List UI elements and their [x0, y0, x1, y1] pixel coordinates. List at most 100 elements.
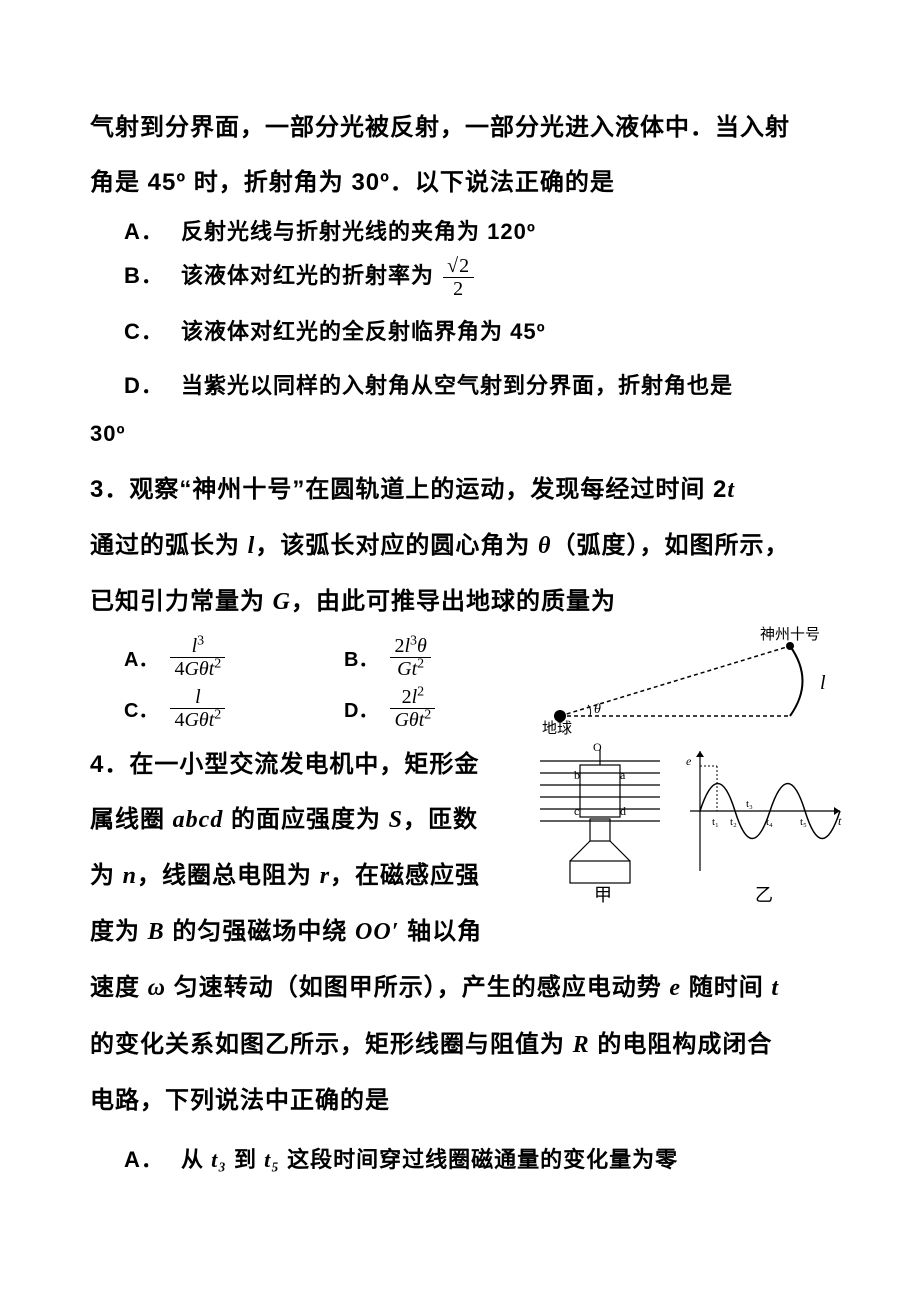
- q3-b-num: 2l3θ: [390, 635, 430, 658]
- q3-c-den: 4Gθt2: [170, 709, 225, 731]
- q4-t5: t₅: [800, 816, 807, 828]
- q4-t2: t₂: [730, 816, 737, 828]
- q4-o-label: O: [593, 741, 602, 754]
- q3-stem: 3．观察“神州十号”在圆轨道上的运动，发现每经过时间 2t 通过的弧长为 l，该…: [90, 462, 830, 631]
- q3-d-den: Gθt2: [390, 709, 435, 731]
- q3-diagram: 地球 l 神州十号 θ: [530, 621, 850, 741]
- q4-t-axis: t: [838, 814, 842, 828]
- q3-label-c: C．: [124, 694, 158, 723]
- q4-a-t5: t₅: [264, 1147, 280, 1172]
- q3-t: t: [727, 477, 735, 503]
- q4-a-a: 从: [181, 1147, 211, 1172]
- q4-stem-full: 速度 ω 匀速转动（如图甲所示），产生的感应电动势 e 随时间 t 的变化关系如…: [90, 960, 830, 1128]
- q4-t4: t₄: [766, 816, 773, 828]
- q4-s4c: 轴以角: [399, 918, 482, 945]
- q2-b-den: 2: [443, 278, 474, 300]
- q4-a-c: 这段时间穿过线圈磁通量的变化量为零: [280, 1147, 678, 1172]
- intro-line1: 气射到分界面，一部分光被反射，一部分光进入液体中．当入射: [90, 114, 790, 141]
- intro-paragraph: 气射到分界面，一部分光被反射，一部分光进入液体中．当入射 角是 45º 时，折射…: [90, 100, 830, 210]
- q3-d-num: 2l2: [390, 686, 435, 709]
- q3-option-a: A． l3 4Gθt2: [124, 635, 344, 680]
- q3-option-c: C． l 4Gθt2: [124, 686, 344, 731]
- q2-b-fraction: √2 2: [443, 255, 474, 300]
- option-label-d: D．: [124, 373, 164, 398]
- q3-label-a: A．: [124, 643, 158, 672]
- q4-t3: t₃: [746, 798, 753, 810]
- q4-B: B: [148, 919, 165, 945]
- q4-jia-label: 甲: [594, 885, 612, 905]
- q2-option-b: B． 该液体对红光的折射率为 √2 2: [90, 254, 830, 300]
- q3-s3: ，该弧长对应的圆心角为: [255, 532, 538, 559]
- q4-e-axis: e: [686, 754, 692, 768]
- q4-abcd: abcd: [173, 807, 224, 833]
- q2-b-num: √2: [443, 255, 474, 278]
- q4-s2c: ，匝数: [403, 806, 478, 833]
- q4-a-b: 到: [227, 1147, 264, 1172]
- q4-s2b: 的面应强度为: [223, 806, 388, 833]
- q4-label-a: A．: [124, 1147, 164, 1172]
- q3-a-num: l3: [170, 635, 225, 658]
- q4-s3c: ，在磁感应强: [330, 862, 480, 889]
- q3-theta: θ: [538, 533, 551, 559]
- q2-a-text: 反射光线与折射光线的夹角为 120º: [181, 219, 536, 244]
- q3-earth-label: 地球: [542, 720, 572, 737]
- q4-diagram: O a b c d 甲 e t t₁ t₂ t₃ t₄ t₅ 乙: [520, 741, 850, 921]
- q3-sat-label: 神州十号: [760, 626, 820, 643]
- q2-b-prefix: 该液体对红光的折射率为: [181, 263, 434, 288]
- q4-stem-narrow: 4．在一小型交流发电机中，矩形金 属线圈 abcd 的面应强度为 S，匝数 为 …: [90, 737, 510, 961]
- q2-option-d: D． 当紫光以同样的入射角从空气射到分界面，折射角也是: [90, 364, 830, 408]
- q4-s3a: 为: [90, 862, 123, 889]
- q2-d-30: 30º: [90, 421, 126, 446]
- q3-s1: 3．观察“神州十号”在圆轨道上的运动，发现每经过时间 2: [90, 476, 727, 503]
- q4-d-label: d: [620, 804, 626, 818]
- q3-s2: 通过的弧长为: [90, 532, 248, 559]
- q3-c-frac: l 4Gθt2: [170, 686, 225, 731]
- q4-e: e: [669, 975, 681, 1001]
- q4-s5a: 速度: [90, 974, 148, 1001]
- q4-yi-label: 乙: [755, 885, 773, 905]
- q4-R: R: [573, 1032, 590, 1058]
- q4-s1: 4．在一小型交流发电机中，矩形金: [90, 751, 479, 778]
- q4-s4b: 的匀强磁场中绕: [165, 918, 355, 945]
- q4-s2a: 属线圈: [90, 806, 173, 833]
- q4-s3b: ，线圈总电阻为: [137, 862, 320, 889]
- q3-a-den: 4Gθt2: [170, 658, 225, 680]
- q4-s5b: 匀速转动（如图甲所示），产生的感应电动势: [166, 974, 669, 1001]
- q3-s6: ，由此可推导出地球的质量为: [291, 588, 616, 615]
- q2-c-text: 该液体对红光的全反射临界角为 45º: [181, 319, 546, 344]
- q4-omega: ω: [148, 975, 166, 1001]
- intro-line2: 角是 45º 时，折射角为 30º．以下说法正确的是: [90, 169, 615, 196]
- q4-r: r: [320, 863, 330, 889]
- q3-label-d: D．: [344, 694, 378, 723]
- option-label-b: B．: [124, 263, 164, 288]
- q3-s5: 已知引力常量为: [90, 588, 273, 615]
- q4-s6: 的变化关系如图乙所示，矩形线圈与阻值为: [90, 1031, 573, 1058]
- q4-option-a: A． 从 t₃ 到 t₅ 这段时间穿过线圈磁通量的变化量为零: [90, 1138, 830, 1182]
- q4-s5c: 随时间: [681, 974, 771, 1001]
- q4-a-label: a: [620, 768, 626, 782]
- q4-S: S: [389, 807, 403, 833]
- q4-b-label: b: [574, 768, 580, 782]
- q4-oo: OO′: [355, 919, 399, 945]
- q3-l-label: l: [820, 672, 826, 694]
- q3-options-block: A． l3 4Gθt2 B． 2l3θ Gt2 C． l 4Gθt2 D． 2l…: [90, 631, 830, 731]
- q4-a-t3: t₃: [211, 1147, 227, 1172]
- option-label-c: C．: [124, 319, 164, 344]
- q3-G: G: [273, 589, 291, 615]
- q3-b-den: Gt2: [390, 658, 430, 680]
- q4-n: n: [123, 863, 137, 889]
- q2-option-a: A． 反射光线与折射光线的夹角为 120º: [90, 210, 830, 254]
- option-label-a: A．: [124, 219, 164, 244]
- q4-s7: 电路，下列说法中正确的是: [90, 1087, 390, 1114]
- q3-theta-label: θ: [594, 702, 601, 717]
- q3-label-b: B．: [344, 643, 378, 672]
- q2-d-continue: 30º: [90, 412, 830, 456]
- q4-c-label: c: [574, 804, 579, 818]
- q4-block: O a b c d 甲 e t t₁ t₂ t₃ t₄ t₅ 乙 4．在一小型交…: [90, 737, 830, 1128]
- q4-t: t: [771, 975, 779, 1001]
- q4-s4a: 度为: [90, 918, 148, 945]
- q4-s6b: 的电阻构成闭合: [590, 1031, 773, 1058]
- q2-d-text: 当紫光以同样的入射角从空气射到分界面，折射角也是: [181, 373, 733, 398]
- q3-d-frac: 2l2 Gθt2: [390, 686, 435, 731]
- q3-a-frac: l3 4Gθt2: [170, 635, 225, 680]
